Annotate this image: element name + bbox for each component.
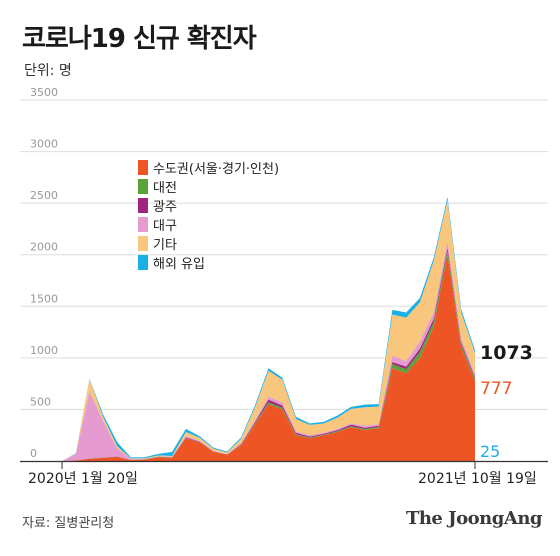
- area-daegu: [62, 241, 475, 461]
- legend-label-capital: 수도권(서울·경기·인천): [153, 162, 280, 177]
- chart-title: 코로나19 신규 확진자: [22, 24, 257, 54]
- legend-label-overseas: 해외 유입: [153, 257, 205, 272]
- legend-item-daejeon: 대전: [138, 177, 279, 196]
- end-label-total: 1073: [480, 342, 533, 364]
- legend-label-daegu: 대구: [153, 219, 177, 234]
- legend-swatch-daejeon: [138, 179, 148, 194]
- brand-logo: The JoongAng: [405, 508, 543, 529]
- legend-label-other: 기타: [153, 238, 177, 253]
- y-tick-label-1500: 1500: [30, 292, 58, 305]
- x-start-label: 2020년 1월 20일: [28, 471, 138, 487]
- legend-item-daegu: 대구: [138, 215, 279, 234]
- legend-label-gwangju: 광주: [153, 200, 177, 215]
- legend-item-overseas: 해외 유입: [138, 253, 279, 272]
- source-label: 자료: 질병관리청: [22, 516, 115, 531]
- y-tick-label-2500: 2500: [30, 189, 58, 202]
- legend-swatch-overseas: [138, 255, 148, 270]
- unit-label: 단위: 명: [24, 63, 72, 79]
- y-tick-label-3000: 3000: [30, 138, 58, 151]
- y-tick-label-2000: 2000: [30, 241, 58, 254]
- y-tick-label-0: 0: [30, 447, 37, 460]
- legend-swatch-other: [138, 236, 148, 251]
- legend-item-capital: 수도권(서울·경기·인천): [138, 158, 279, 177]
- area-other: [62, 200, 475, 461]
- legend-swatch-daegu: [138, 217, 148, 232]
- end-label-capital: 777: [480, 379, 513, 399]
- y-tick-label-1000: 1000: [30, 344, 58, 357]
- legend-item-gwangju: 광주: [138, 196, 279, 215]
- area-capital: [62, 254, 475, 461]
- legend-label-daejeon: 대전: [153, 181, 177, 196]
- x-end-label: 2021년 10월 19일: [418, 471, 537, 487]
- y-tick-label-500: 500: [30, 395, 51, 408]
- legend-swatch-capital: [138, 160, 148, 175]
- y-tick-label-3500: 3500: [30, 86, 58, 99]
- legend-swatch-gwangju: [138, 198, 148, 213]
- legend-item-other: 기타: [138, 234, 279, 253]
- end-label-overseas: 25: [480, 442, 501, 461]
- legend: 수도권(서울·경기·인천) 대전 광주 대구 기타 해외 유입: [138, 158, 279, 272]
